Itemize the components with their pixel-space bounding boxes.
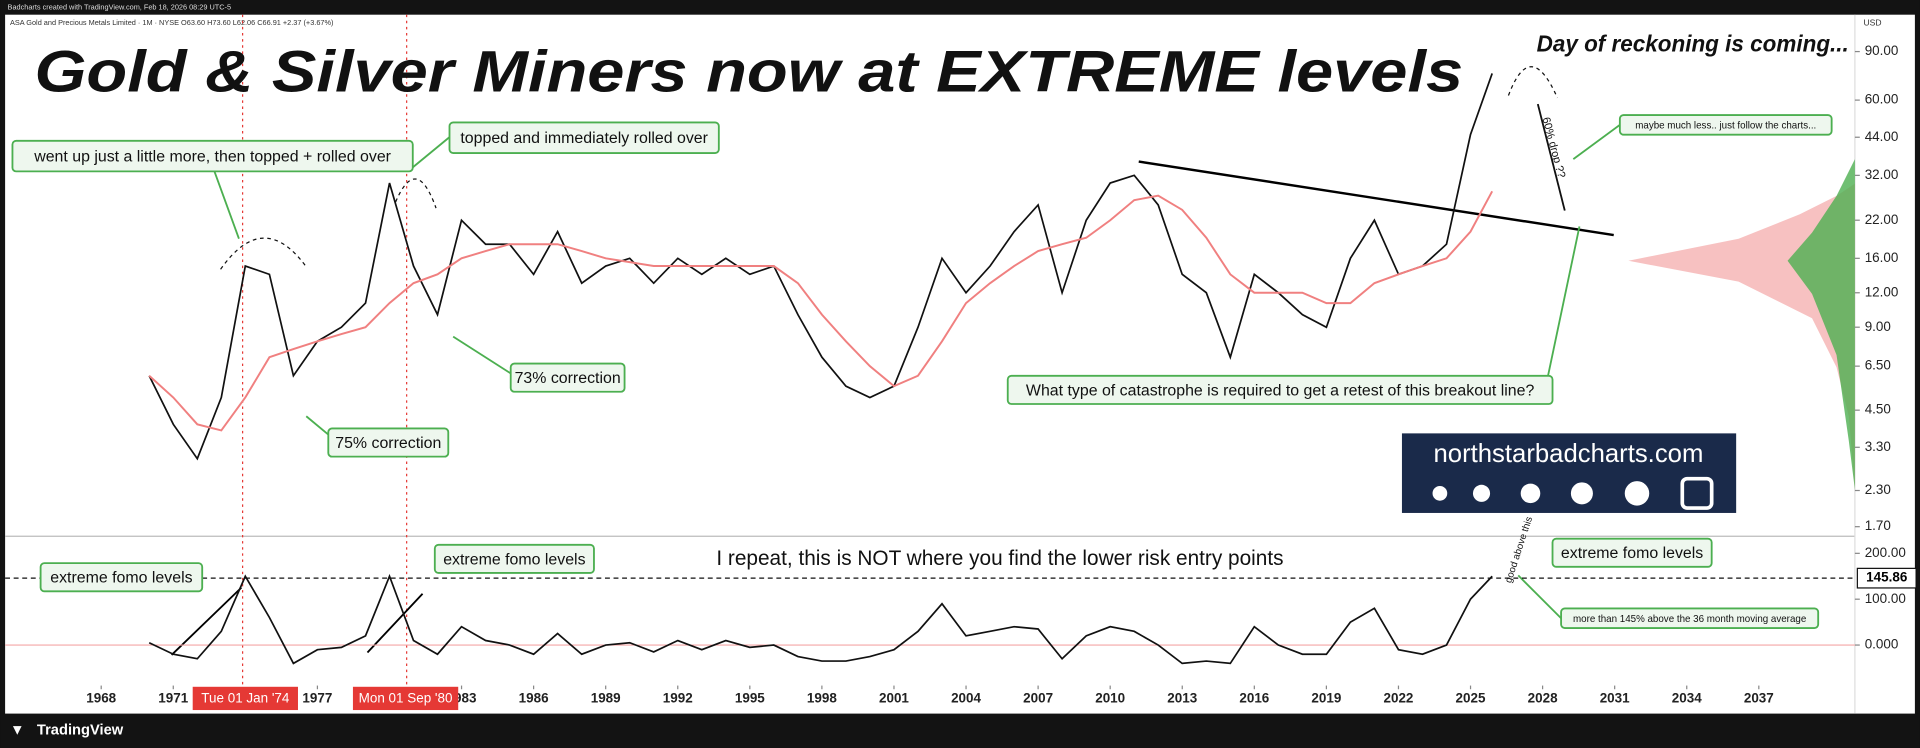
annotation-text: I repeat, this is NOT where you find the… (716, 547, 1283, 570)
footer-logo: ▼ (10, 723, 25, 739)
chart-subtitle: Day of reckoning is coming... (1537, 30, 1849, 56)
callout-connector (305, 415, 329, 436)
y-tick-label: 100.00 (1865, 591, 1906, 606)
watermark-stars (1432, 476, 1714, 510)
x-tick-label: 2007 (1023, 691, 1053, 706)
watermark: northstarbadcharts.com (1434, 440, 1704, 468)
x-tick-label: 1968 (86, 691, 116, 706)
callout-box (11, 139, 414, 173)
callout-text: topped and immediately rolled over (460, 130, 708, 147)
footer-brand: TradingView (37, 723, 124, 739)
volume-profile (1787, 159, 1855, 490)
y-tick-label: 200.00 (1865, 545, 1906, 560)
x-tick-label: 1986 (519, 691, 549, 706)
callout-box (1006, 374, 1554, 405)
x-tick-label: 2019 (1311, 691, 1341, 706)
x-tick-label: 2031 (1600, 691, 1630, 706)
reference-label: 145.86 (1866, 570, 1907, 585)
x-tick-label: 2037 (1744, 691, 1774, 706)
currency: USD (1863, 18, 1881, 28)
drop-arrow (1536, 103, 1566, 211)
x-tick-label: 1989 (591, 691, 621, 706)
y-tick-label: 4.50 (1865, 402, 1891, 417)
crosshair-label: Tue 01 Jan '74 (201, 691, 290, 706)
y-tick-label: 2.30 (1865, 482, 1891, 497)
callout-box (509, 362, 626, 393)
callout-text: extreme fomo levels (50, 570, 192, 587)
callout-text: more than 145% above the 36 month moving… (1573, 614, 1806, 625)
y-tick-label: 12.00 (1865, 284, 1899, 299)
callout-box (1560, 607, 1820, 629)
x-tick-label: 2025 (1456, 691, 1486, 706)
trend-line (170, 586, 243, 656)
callout-box (448, 121, 720, 154)
chart-title: Gold & Silver Miners now at EXTREME leve… (34, 39, 1463, 104)
y-tick-label: 1.70 (1865, 518, 1891, 533)
callout-text: 73% correction (515, 370, 621, 387)
y-tick-label: 90.00 (1865, 43, 1899, 58)
x-tick-label: 1971 (158, 691, 188, 706)
x-tick-label: 2001 (879, 691, 909, 706)
callout-connector (213, 171, 240, 240)
x-tick-label: 2016 (1239, 691, 1269, 706)
callout-text: What type of catastrophe is required to … (1026, 382, 1535, 399)
y-tick-label: 16.00 (1865, 250, 1899, 265)
series-line (148, 573, 1493, 665)
callout-text: 75% correction (335, 435, 441, 452)
series-line (148, 190, 1494, 432)
x-tick-label: 2034 (1672, 691, 1702, 706)
callout-box (1618, 114, 1833, 136)
reference-label-box (1856, 567, 1917, 589)
plot-background (5, 14, 1915, 714)
y-tick-label: 44.00 (1865, 129, 1899, 144)
crosshair-label-box (352, 686, 459, 711)
trend-line (366, 593, 424, 654)
y-tick-label: 32.00 (1865, 167, 1899, 182)
x-tick-label: 1977 (302, 691, 332, 706)
footer-bar (0, 713, 1920, 748)
callout-connector (1517, 574, 1562, 619)
callout-box (1551, 537, 1713, 568)
x-tick-label: 2010 (1095, 691, 1125, 706)
x-tick-label: 2004 (951, 691, 981, 706)
y-tick-label: 60.00 (1865, 92, 1899, 107)
x-tick-label: 2028 (1528, 691, 1558, 706)
y-tick-label: 22.00 (1865, 212, 1899, 227)
callout-box (39, 562, 204, 593)
x-tick-label: 1995 (735, 691, 765, 706)
arc-arrow (1507, 66, 1558, 99)
callout-box (433, 543, 595, 574)
arc-arrow (395, 178, 437, 209)
y-tick-label: 0.000 (1865, 637, 1899, 652)
arc-arrow (220, 237, 307, 270)
crosshair-label-box (192, 686, 298, 711)
symbol-line: ASA Gold and Precious Metals Limited · 1… (10, 18, 333, 27)
series-line (148, 73, 1493, 461)
callout-text: went up just a little more, then topped … (33, 149, 391, 166)
x-tick-label: 1998 (807, 691, 837, 706)
x-tick-label: 2022 (1383, 691, 1413, 706)
attribution: Badcharts created with TradingView.com, … (8, 2, 232, 11)
callout-text: maybe much less.. just follow the charts… (1635, 121, 1816, 132)
callout-connector (1544, 226, 1581, 390)
y-tick-label: 3.30 (1865, 439, 1891, 454)
callout-text: extreme fomo levels (443, 551, 585, 568)
callout-box (327, 427, 450, 458)
x-tick-label: 1992 (663, 691, 693, 706)
y-tick-label: 6.50 (1865, 358, 1891, 373)
x-tick-label: 2013 (1167, 691, 1197, 706)
callout-connector (1572, 124, 1621, 160)
callout-connector (407, 136, 451, 173)
crosshair-label: Mon 01 Sep '80 (359, 691, 453, 706)
callout-connector (452, 335, 512, 375)
y-tick-label: 9.00 (1865, 319, 1891, 334)
callout-text: extreme fomo levels (1561, 545, 1703, 562)
trendline (1138, 160, 1614, 237)
